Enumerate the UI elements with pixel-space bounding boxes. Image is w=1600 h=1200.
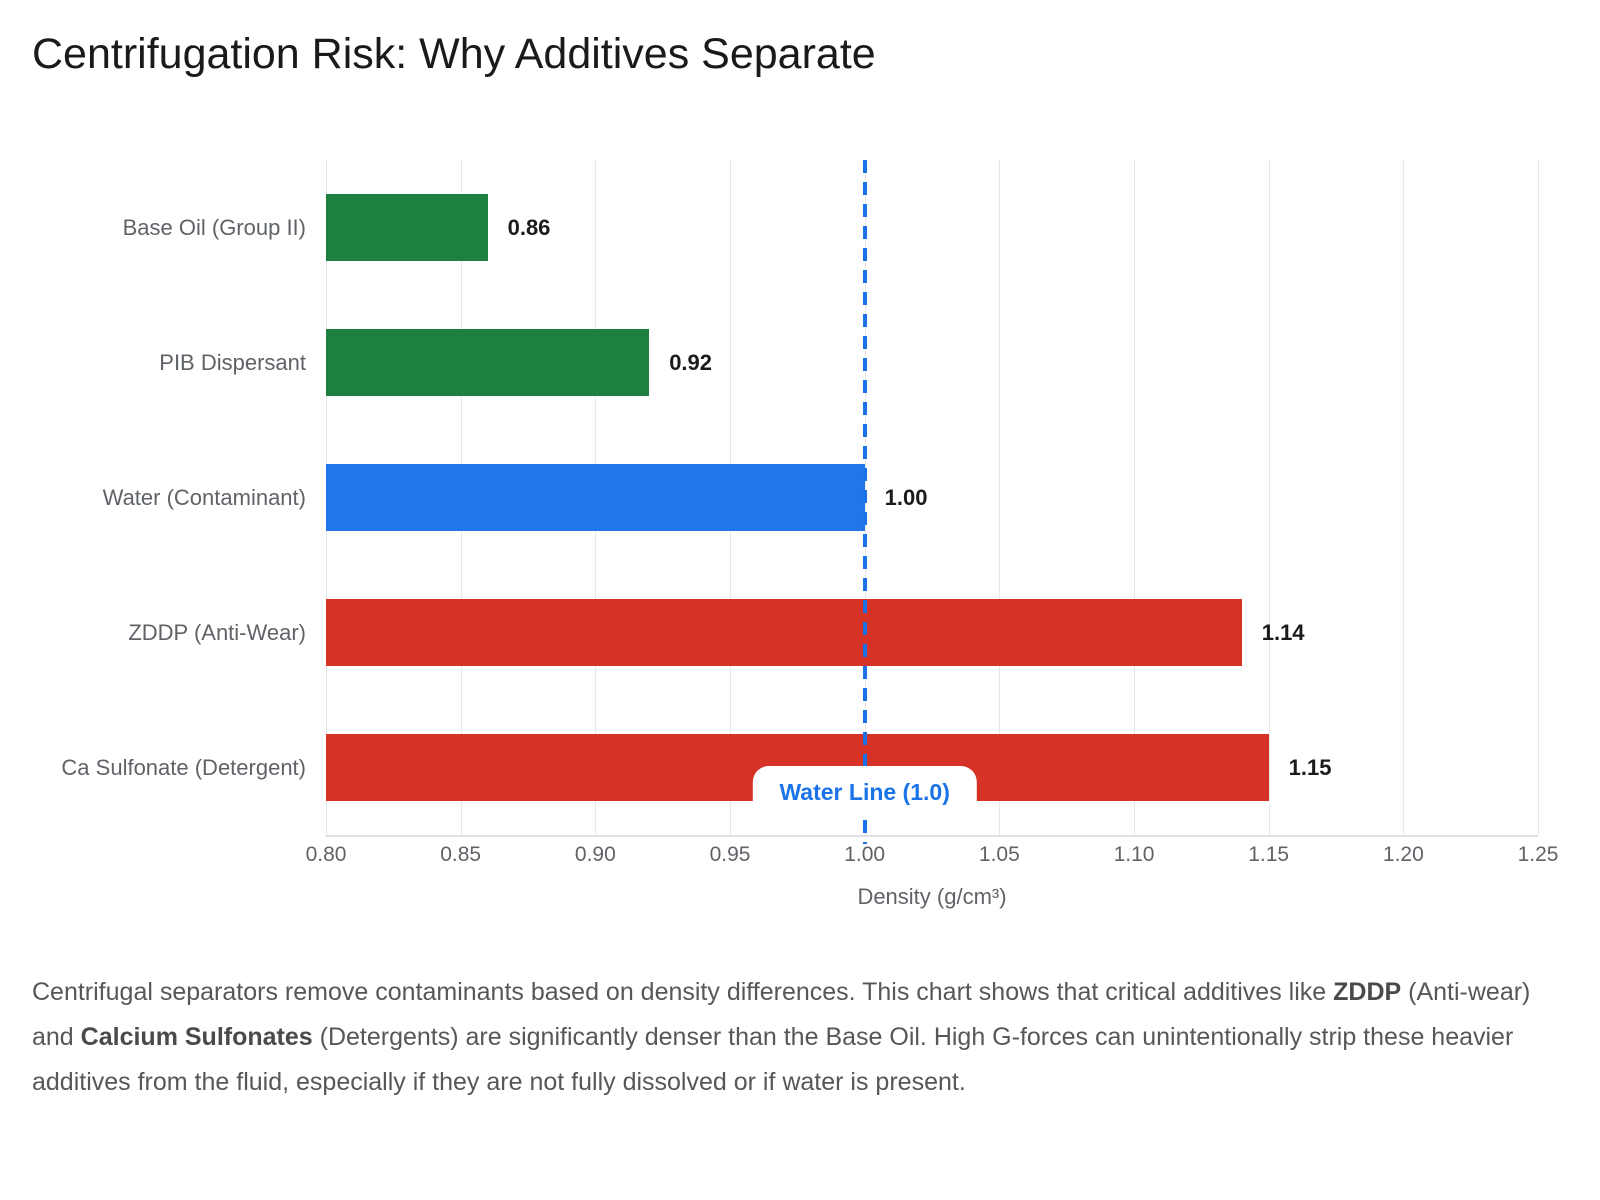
x-tick-label: 1.20 [1382,843,1424,866]
caption-bold-segment: ZDDP [1333,978,1402,1006]
bar-row: ZDDP (Anti-Wear) 1.14 [128,565,1538,700]
value-label: 0.92 [669,349,713,375]
bar [326,329,650,396]
gridline-1.20 [1403,160,1405,835]
value-label: 1.15 [1288,754,1332,780]
x-tick-label: 1.05 [978,843,1020,866]
bar-row: Base Oil (Group II) 0.86 [123,160,1538,295]
x-tick-label: 1.00 [844,843,886,866]
water-reference-line [862,160,867,844]
gridline-1.05 [999,160,1001,835]
caption: Centrifugal separators remove contaminan… [32,970,1548,1105]
water-line-annotation: Water Line (1.0) [752,766,977,819]
x-tick-label: 0.80 [305,843,347,866]
value-label: 0.86 [507,214,551,240]
category-label: ZDDP (Anti-Wear) [128,619,306,645]
bar [326,194,488,261]
x-axis-ticks: 0.80 0.85 0.90 0.95 1.00 1.05 1.10 1.15 1.20 1.25 [306,843,1559,871]
bar [326,599,1242,666]
caption-segment: (Detergents) are significantly denser th… [32,1023,1514,1096]
x-axis-title: Density (g/cm³) [857,884,1007,909]
x-tick-label: 1.15 [1248,843,1290,866]
value-label: 1.14 [1261,619,1305,645]
bar [326,464,865,531]
chart-title: Centrifugation Risk: Why Additives Separ… [32,30,876,78]
gridline-1.15 [1268,160,1270,835]
category-label: Ca Sulfonate (Detergent) [61,754,306,780]
caption-segment: (Anti-wear) and [32,978,1531,1051]
gridline-1.25 [1538,160,1539,835]
gridline-1.10 [1134,160,1135,835]
x-tick-label: 0.85 [440,843,482,866]
caption-bold-segment: Calcium Sulfonates [80,1023,313,1051]
x-tick-label: 0.90 [574,843,616,866]
bar-rows: Base Oil (Group II) 0.86 PIB Dispersant 0.9… [61,160,1538,835]
bar-row: PIB Dispersant 0.92 [159,295,1538,430]
bar-row: Water (Contaminant) 1.00 [103,430,1538,565]
x-tick-label: 1.25 [1517,843,1559,866]
value-label: 1.00 [884,484,928,510]
category-label: Base Oil (Group II) [122,214,306,240]
caption-segment: Centrifugal separators remove contaminan… [32,978,1334,1006]
water-line-annotation-label: Water Line (1.0) [779,779,950,805]
x-tick-label: 1.10 [1113,843,1155,866]
category-label: Water (Contaminant) [102,484,306,510]
x-tick-label: 0.95 [709,843,751,866]
plot-area: Base Oil (Group II) 0.86 PIB Dispersant 0.9… [61,160,1539,844]
x-axis-line [326,835,1538,837]
category-label: PIB Dispersant [159,349,306,375]
